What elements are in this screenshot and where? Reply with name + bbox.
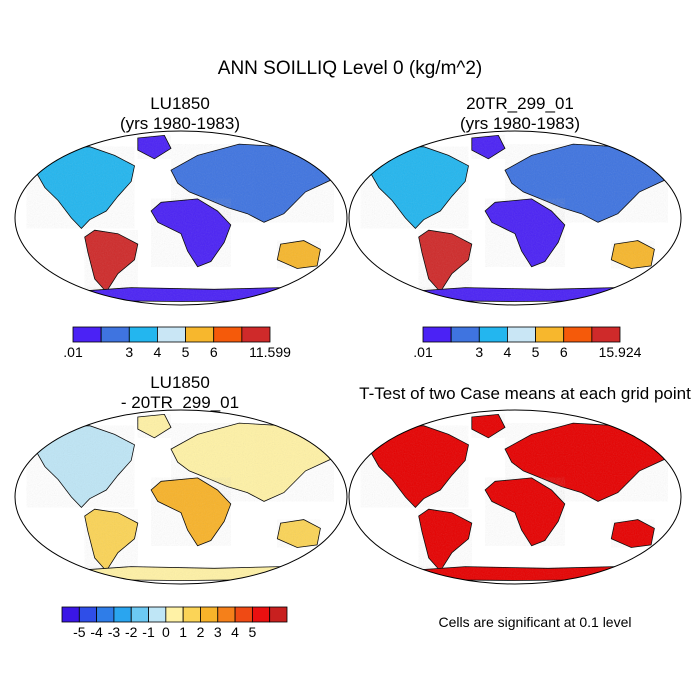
- colorbar-lu1850: .01 3 4 5 6 11.599: [63, 326, 291, 360]
- panel2-title: 20TR_299_01 (yrs 1980-1983): [400, 94, 640, 134]
- colorbar-swatch: [100, 326, 130, 343]
- colorbar-swatch: [128, 326, 158, 343]
- colorbar-swatch: [591, 326, 621, 343]
- colorbar-tick-label: -3: [108, 624, 121, 640]
- colorbar-swatch: [148, 606, 167, 623]
- continent-texture: [485, 477, 565, 546]
- colorbar-difference: -5 -4 -3 -2 -1 0 1 2 3 4 5: [61, 606, 288, 640]
- significance-note: Cells are significant at 0.1 level: [438, 614, 632, 630]
- continent-texture: [360, 146, 469, 229]
- colorbar-tick-label: -2: [125, 624, 138, 640]
- continent-texture: [471, 135, 505, 159]
- map-panel-20tr: [348, 130, 682, 306]
- colorbar-tick-label: .01: [413, 344, 433, 360]
- continent-texture: [471, 414, 505, 438]
- colorbar-swatch: [241, 326, 271, 343]
- colorbar-tick-label: 11.599: [249, 344, 291, 360]
- panel1-title-line2: (yrs 1980-1983): [119, 114, 240, 133]
- colorbar-tick-label: 5: [248, 624, 256, 640]
- colorbar-tick-label: 6: [560, 344, 568, 360]
- colorbar-tick-label: -1: [142, 624, 155, 640]
- continent-texture: [505, 144, 668, 223]
- map-panel-ttest: [348, 409, 682, 585]
- colorbar-swatch: [182, 606, 201, 623]
- colorbar-tick-label: -4: [90, 624, 103, 640]
- colorbar-swatch: [269, 606, 288, 623]
- colorbar-swatch: [200, 606, 219, 623]
- continent-texture: [171, 423, 334, 502]
- continent-texture: [26, 425, 135, 508]
- colorbar-swatch: [213, 326, 243, 343]
- continent-texture: [611, 519, 655, 548]
- continent-texture: [84, 509, 138, 571]
- continent-texture: [137, 135, 171, 159]
- map-border: [14, 130, 348, 306]
- colorbar-swatch: [422, 326, 452, 343]
- colorbar-swatch: [234, 606, 253, 623]
- figure-title: ANN SOILLIQ Level 0 (kg/m^2): [217, 58, 483, 79]
- panel2-title-line2: (yrs 1980-1983): [459, 114, 580, 133]
- continent-texture: [360, 425, 469, 508]
- map-border: [14, 409, 348, 585]
- map-panel-lu1850: [14, 130, 348, 306]
- continent-texture: [418, 230, 472, 292]
- colorbar-tick-label: 0: [162, 624, 170, 640]
- panel1-title-line1: LU1850: [150, 94, 210, 113]
- continent-texture: [277, 240, 321, 269]
- colorbar-swatch: [217, 606, 236, 623]
- colorbar-swatch: [251, 606, 271, 623]
- colorbar-swatch: [478, 326, 508, 343]
- colorbar-tick-label: 4: [504, 344, 512, 360]
- continent-texture: [171, 144, 334, 223]
- panel2-title-line1: 20TR_299_01: [466, 94, 574, 113]
- colorbar-tick-label: 3: [214, 624, 222, 640]
- colorbar-tick-label: -5: [73, 624, 86, 640]
- colorbar-swatch: [535, 326, 565, 343]
- colorbar-tick-label: 4: [154, 344, 162, 360]
- colorbar-tick-label: 5: [182, 344, 190, 360]
- colorbar-tick-label: 15.924: [599, 344, 642, 360]
- colorbar-swatch: [185, 326, 215, 343]
- continent-texture: [418, 509, 472, 571]
- colorbar-tick-label: 2: [197, 624, 205, 640]
- map-panel-difference: [14, 409, 348, 585]
- colorbar-tick-label: 6: [210, 344, 218, 360]
- continent-texture: [485, 198, 565, 267]
- continent-texture: [84, 230, 138, 292]
- colorbar-swatch: [113, 606, 132, 623]
- map-border: [348, 130, 682, 306]
- colorbar-swatch: [507, 326, 536, 343]
- colorbar-tick-label: 3: [475, 344, 483, 360]
- panel3-title-line1: LU1850: [150, 373, 210, 392]
- colorbar-20tr: .01 3 4 5 6 15.924: [413, 326, 642, 360]
- continent-texture: [137, 414, 171, 438]
- colorbar-tick-label: 5: [532, 344, 540, 360]
- colorbar-swatch: [450, 326, 480, 343]
- continent-texture: [505, 423, 668, 502]
- continent-texture: [611, 240, 655, 269]
- continent-texture: [26, 146, 135, 229]
- colorbar-swatch: [157, 326, 186, 343]
- colorbar-swatch: [78, 606, 98, 623]
- continent-texture: [151, 198, 231, 267]
- colorbar-swatch: [96, 606, 115, 623]
- colorbar-swatch: [165, 606, 184, 623]
- panel1-title: LU1850 (yrs 1980-1983): [60, 94, 300, 134]
- continent-texture: [151, 477, 231, 546]
- colorbar-tick-label: 4: [231, 624, 239, 640]
- panel3-title: LU1850 - 20TR_299_01: [60, 373, 300, 413]
- colorbar-swatch: [61, 606, 80, 623]
- panel4-title: T-Test of two Case means at each grid po…: [359, 384, 691, 403]
- continent-texture: [277, 519, 321, 548]
- colorbar-swatch: [563, 326, 593, 343]
- map-border: [348, 409, 682, 585]
- colorbar-tick-label: 1: [179, 624, 187, 640]
- colorbar-swatch: [72, 326, 102, 343]
- colorbar-swatch: [130, 606, 149, 623]
- colorbar-tick-label: .01: [63, 344, 83, 360]
- colorbar-tick-label: 3: [125, 344, 133, 360]
- panel3-title-line2: - 20TR_299_01: [120, 393, 240, 412]
